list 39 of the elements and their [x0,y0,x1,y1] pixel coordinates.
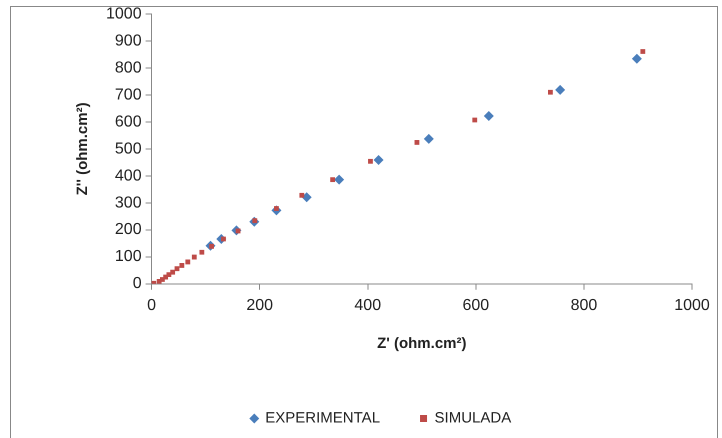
point [484,110,494,121]
x-tick-label: 800 [570,296,598,314]
point [334,174,344,185]
point [179,263,184,268]
y-axis-title: Z'' (ohm.cm²) [74,102,92,196]
point [632,54,642,64]
y-tick-label: 600 [114,113,142,130]
point [555,84,566,95]
point [640,49,646,54]
legend-label: SIMULADA [434,410,512,427]
x-tick-label: 400 [354,296,382,314]
x-tick-label: 1000 [674,296,710,314]
legend-label: EXPERIMENTAL [265,410,380,427]
point [199,250,204,255]
point [368,158,373,164]
y-tick-label: 0 [132,275,142,292]
point [414,140,420,145]
x-tick-label: 0 [147,296,156,314]
y-tick-label: 300 [114,194,142,212]
point [472,118,478,122]
point [192,254,197,260]
y-tick-label: 500 [114,140,142,158]
point [174,266,180,272]
point [330,177,336,182]
x-tick-label: 200 [246,296,274,314]
y-tick-label: 200 [114,221,142,238]
point [302,192,312,202]
point [424,134,434,144]
point [548,90,553,95]
y-tick-label: 900 [114,32,142,50]
y-tick-label: 400 [114,167,142,184]
y-tick-label: 800 [114,59,142,76]
y-tick-label: 700 [114,86,142,104]
point [374,154,384,165]
point [185,260,190,264]
y-tick-label: 1000 [106,5,142,22]
x-axis-title: Z' (ohm.cm²) [377,335,466,352]
x-tick-label: 600 [462,296,490,314]
y-tick-label: 100 [114,248,142,266]
